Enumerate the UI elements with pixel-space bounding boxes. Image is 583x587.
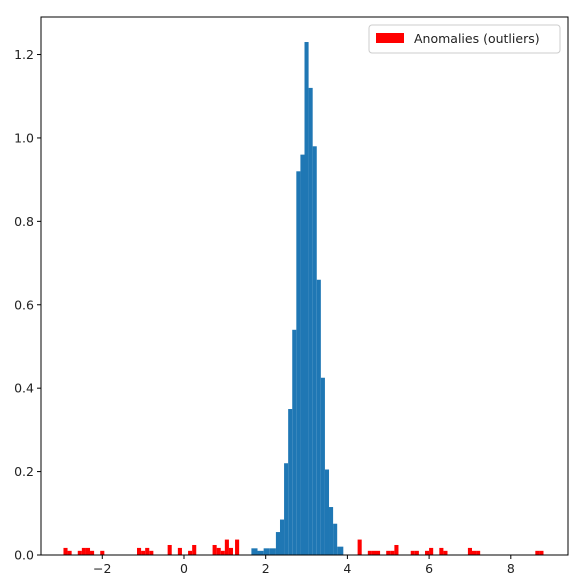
x-tick-label: 4 [343, 561, 351, 576]
bar-anomaly [414, 550, 419, 555]
bar-anomaly [188, 550, 193, 555]
normal-data-bars [251, 42, 344, 556]
bar-normal [251, 548, 258, 555]
plot-area: −2 0 2 4 6 8 0.0 0.2 0.4 0.6 0.8 1.0 1.2 [14, 16, 569, 576]
bar-normal [329, 507, 334, 555]
bar-anomaly [192, 544, 197, 555]
bar-anomaly [145, 547, 150, 555]
bar-normal [269, 548, 276, 555]
x-tick-label: 6 [425, 561, 433, 576]
bar-normal [304, 42, 309, 555]
y-tick-label: 0.2 [14, 464, 34, 479]
x-tick-label: 8 [507, 561, 515, 576]
bar-normal [316, 279, 321, 555]
legend-box [368, 24, 561, 54]
x-axis-ticks: −2 0 2 4 6 8 [93, 555, 515, 576]
legend-swatch-anomalies [376, 33, 404, 43]
bar-anomaly [220, 550, 225, 555]
bar-anomaly [224, 539, 229, 555]
bar-anomaly [357, 539, 362, 555]
bar-anomaly [212, 544, 217, 555]
bar-anomaly [67, 550, 72, 555]
bar-anomaly [472, 550, 477, 555]
bar-normal [275, 532, 280, 555]
y-tick-label: 0.0 [14, 548, 34, 563]
bar-normal [337, 546, 344, 555]
bar-anomaly [149, 550, 154, 555]
y-tick-label: 0.4 [14, 381, 34, 396]
bar-normal [324, 469, 330, 555]
bar-anomaly [425, 550, 430, 555]
y-tick-label: 1.0 [14, 130, 34, 145]
bar-normal [263, 548, 270, 555]
bar-anomaly [228, 547, 234, 555]
x-tick-label: 2 [262, 561, 270, 576]
bar-anomaly [410, 550, 415, 555]
bar-anomaly [167, 544, 172, 555]
bar-anomaly [141, 550, 146, 555]
bar-anomaly [90, 550, 95, 555]
anomaly-bars [63, 539, 544, 555]
bar-normal [292, 329, 297, 555]
bar-anomaly [443, 550, 448, 555]
bar-anomaly [539, 550, 544, 555]
legend: Anomalies (outliers) [368, 24, 561, 54]
bar-anomaly [63, 547, 68, 555]
bar-normal [279, 519, 285, 555]
bar-anomaly [429, 547, 434, 555]
bar-normal [300, 154, 305, 555]
bar-normal [308, 87, 313, 556]
legend-label-anomalies: Anomalies (outliers) [414, 31, 540, 46]
y-axis-ticks: 0.0 0.2 0.4 0.6 0.8 1.0 1.2 [14, 47, 41, 563]
bar-anomaly [137, 547, 142, 555]
y-tick-label: 0.6 [14, 297, 34, 312]
bar-anomaly [535, 550, 540, 555]
bar-normal [296, 171, 301, 555]
bar-anomaly [85, 547, 91, 555]
bar-anomaly [177, 547, 182, 555]
bar-normal [320, 377, 325, 555]
x-tick-label: −2 [93, 561, 111, 576]
bar-normal [312, 146, 317, 556]
bar-anomaly [390, 550, 395, 555]
bar-anomaly [100, 550, 105, 555]
bar-anomaly [235, 539, 240, 555]
axes-frame [40, 16, 569, 556]
bar-anomaly [81, 547, 86, 555]
bar-anomaly [375, 550, 381, 555]
bar-anomaly [394, 544, 399, 555]
y-tick-label: 0.8 [14, 214, 34, 229]
bar-anomaly [371, 550, 376, 555]
bar-normal [333, 523, 338, 555]
bar-normal [284, 463, 289, 555]
bar-normal [257, 550, 264, 555]
x-tick-label: 0 [180, 561, 188, 576]
bar-anomaly [386, 550, 391, 555]
bar-normal [288, 409, 293, 555]
bar-anomaly [476, 550, 481, 555]
bar-anomaly [216, 547, 221, 555]
bar-anomaly [439, 547, 444, 555]
y-tick-label: 1.2 [14, 47, 34, 62]
bar-anomaly [77, 550, 82, 555]
bar-anomaly [367, 550, 372, 555]
bar-anomaly [467, 547, 472, 555]
